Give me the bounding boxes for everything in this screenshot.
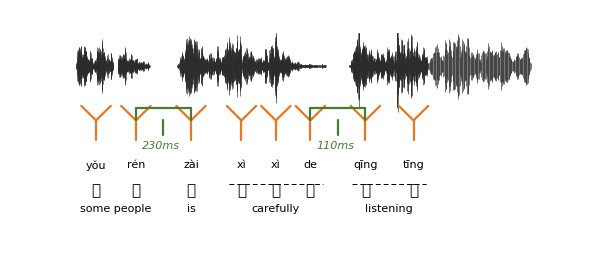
Text: 地: 地 <box>305 183 315 198</box>
Text: de: de <box>303 160 317 170</box>
Text: yǒu: yǒu <box>86 160 107 171</box>
Text: some people: some people <box>80 204 152 214</box>
Text: 倾: 倾 <box>361 183 370 198</box>
Text: 110ms: 110ms <box>317 141 355 151</box>
Text: tīng: tīng <box>403 160 424 170</box>
Text: xì: xì <box>271 160 281 170</box>
Text: 细: 细 <box>237 183 246 198</box>
Text: 人: 人 <box>131 183 140 198</box>
Text: is: is <box>186 204 195 214</box>
Text: listening: listening <box>365 204 413 214</box>
Text: qīng: qīng <box>353 160 378 170</box>
Text: carefully: carefully <box>252 204 300 214</box>
Text: zài: zài <box>183 160 199 170</box>
Text: 230ms: 230ms <box>142 141 180 151</box>
Text: xì: xì <box>237 160 246 170</box>
Text: 有: 有 <box>91 183 101 198</box>
Text: 听: 听 <box>409 183 418 198</box>
Text: 细: 细 <box>271 183 281 198</box>
Text: rén: rén <box>127 160 145 170</box>
Text: 在: 在 <box>186 183 195 198</box>
